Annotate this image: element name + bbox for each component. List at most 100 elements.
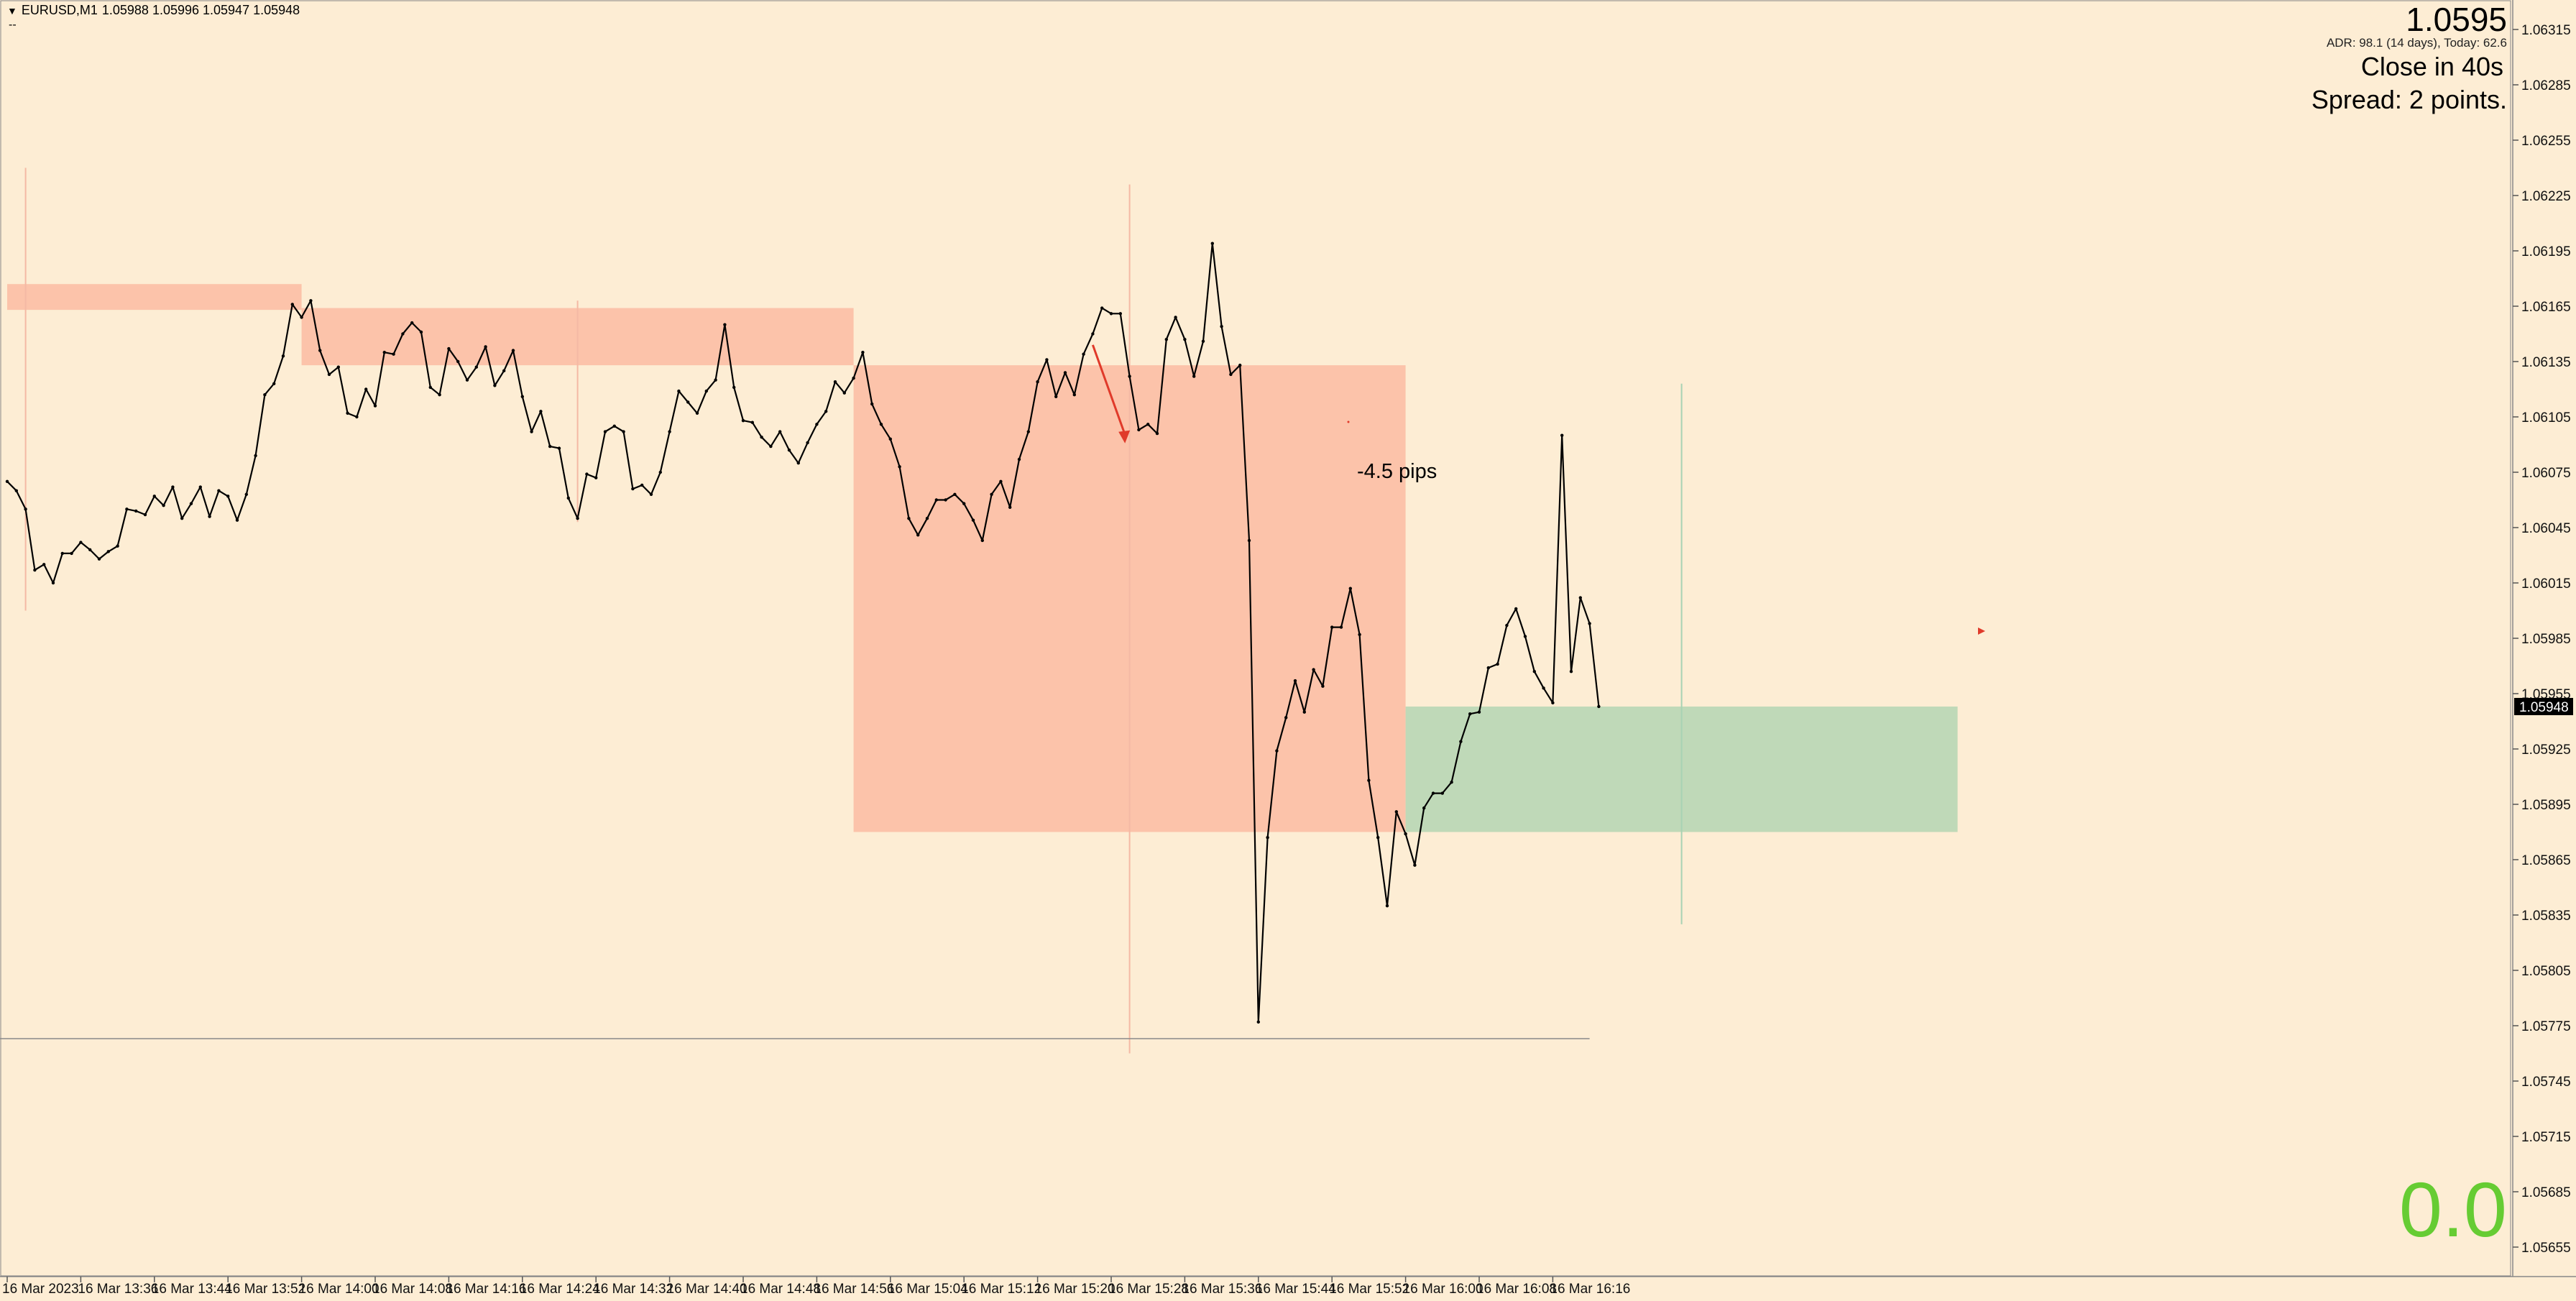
- price-point: [1174, 316, 1177, 319]
- x-tick-label: 16 Mar 16:16: [1550, 1282, 1630, 1297]
- price-point: [1348, 587, 1353, 590]
- price-point: [999, 479, 1003, 484]
- price-point: [346, 411, 349, 415]
- price-point: [824, 410, 828, 413]
- price-point: [962, 502, 966, 505]
- price-point: [888, 437, 893, 441]
- price-point: [456, 359, 460, 364]
- price-point: [1385, 904, 1389, 908]
- price-point: [428, 385, 432, 390]
- price-point: [97, 557, 101, 561]
- price-point: [925, 516, 929, 520]
- price-point: [373, 404, 377, 408]
- price-point: [447, 346, 451, 351]
- price-point: [1210, 242, 1215, 245]
- price-point: [51, 581, 55, 585]
- candle-countdown: Close in 40s: [2360, 52, 2503, 81]
- x-tick-label: 16 Mar 15:36: [1182, 1282, 1262, 1297]
- spread-info: Spread: 2 points.: [2311, 85, 2507, 114]
- price-point: [944, 498, 947, 502]
- price-point: [226, 495, 230, 498]
- y-tick-label: 1.05655: [2521, 1241, 2571, 1256]
- price-point: [1036, 380, 1039, 384]
- price-point: [208, 515, 211, 518]
- price-point: [1358, 633, 1361, 637]
- price-point: [1183, 338, 1187, 341]
- price-point: [1201, 339, 1205, 343]
- x-tick-label: 16 Mar 14:08: [372, 1282, 453, 1297]
- price-point: [585, 472, 589, 476]
- y-tick-label: 1.05895: [2521, 798, 2571, 813]
- price-point: [1100, 306, 1104, 310]
- price-point: [1542, 686, 1545, 690]
- y-tick-label: 1.06015: [2521, 576, 2571, 592]
- indicator-placeholder: --: [9, 19, 17, 31]
- price-point: [686, 400, 690, 404]
- price-point: [1339, 625, 1343, 629]
- price-point: [438, 393, 441, 397]
- price-point: [1266, 836, 1269, 840]
- price-point: [1394, 810, 1399, 814]
- price-point: [612, 424, 616, 428]
- price-point: [907, 516, 911, 520]
- price-point: [769, 444, 773, 449]
- price-point: [401, 332, 405, 336]
- x-tick-label: 16 Mar 13:36: [78, 1282, 158, 1297]
- price-point: [1413, 863, 1417, 867]
- price-point: [668, 430, 671, 433]
- price-point: [79, 541, 83, 544]
- price-point: [1450, 781, 1453, 784]
- y-tick-label: 1.05985: [2521, 632, 2571, 647]
- price-point: [189, 502, 193, 505]
- price-point: [741, 418, 745, 423]
- y-tick-label: 1.06045: [2521, 521, 2571, 536]
- price-point: [1431, 791, 1435, 795]
- price-point: [290, 303, 294, 306]
- price-point: [1440, 791, 1445, 795]
- price-point: [870, 402, 874, 406]
- price-point: [493, 384, 497, 387]
- triangle-down-icon[interactable]: ▼: [7, 4, 17, 17]
- price-point: [272, 382, 276, 385]
- price-point: [1532, 670, 1536, 674]
- price-point: [1164, 338, 1169, 341]
- y-tick-label: 1.06255: [2521, 134, 2571, 149]
- price-point: [750, 420, 755, 424]
- price-point: [916, 533, 920, 537]
- price-point: [842, 391, 847, 395]
- price-point: [171, 485, 175, 489]
- price-point: [1560, 433, 1564, 437]
- price-point: [815, 423, 819, 426]
- price-point: [677, 389, 681, 393]
- price-point: [898, 465, 901, 469]
- price-point: [336, 365, 340, 369]
- price-point: [1422, 806, 1426, 810]
- price-point: [33, 568, 37, 572]
- price-point: [1578, 596, 1582, 599]
- price-point: [1137, 428, 1141, 432]
- price-point: [1220, 325, 1223, 328]
- x-tick-label: 16 Mar 14:16: [446, 1282, 526, 1297]
- y-tick-label: 1.05865: [2521, 853, 2571, 868]
- price-point: [1017, 457, 1021, 461]
- adr-info: ADR: 98.1 (14 days), Today: 62.6: [2326, 36, 2507, 50]
- price-point: [760, 436, 763, 439]
- price-point: [309, 299, 313, 303]
- price-point: [1505, 623, 1509, 627]
- price-point: [1523, 635, 1527, 638]
- price-point: [281, 354, 285, 358]
- price-point: [640, 483, 644, 487]
- price-point: [787, 449, 791, 452]
- price-point: [1293, 679, 1297, 683]
- trade-entry-marker: [1347, 420, 1350, 423]
- y-tick-label: 1.05925: [2521, 743, 2571, 758]
- price-point: [300, 316, 303, 319]
- price-point: [1486, 666, 1490, 670]
- price-point: [327, 372, 331, 377]
- price-point: [134, 509, 138, 513]
- arrow-head-icon: [1118, 430, 1131, 443]
- current-bar-marker-icon: [1978, 627, 1985, 635]
- y-tick-label: 1.05775: [2521, 1019, 2571, 1034]
